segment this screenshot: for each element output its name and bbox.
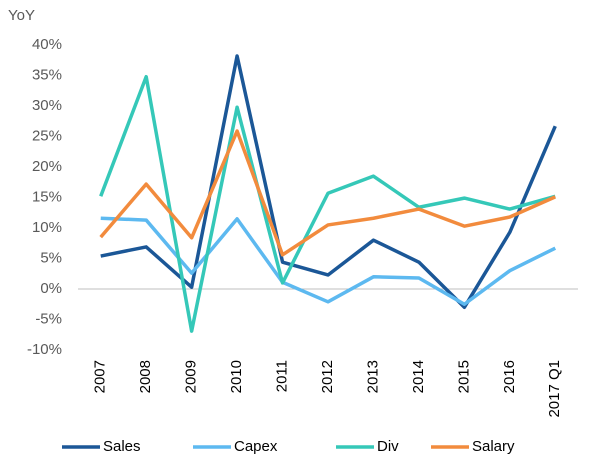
- y-tick-label: 40%: [32, 36, 62, 53]
- legend-label: Salary: [472, 438, 515, 455]
- series-line: [99, 74, 556, 333]
- y-tick-label: 15%: [32, 188, 62, 205]
- x-tick-label: 2013: [364, 360, 381, 393]
- y-tick-label: -5%: [35, 310, 62, 327]
- y-tick-label: 35%: [32, 66, 62, 83]
- y-tick-label: 20%: [32, 158, 62, 175]
- y-tick-label: -10%: [27, 341, 62, 358]
- y-tick-label: 10%: [32, 219, 62, 236]
- x-tick-label: 2007: [92, 360, 109, 393]
- y-axis-title: YoY: [8, 7, 35, 24]
- legend-label: Sales: [103, 438, 141, 455]
- x-tick-label: 2017 Q1: [546, 360, 563, 418]
- x-tick-label: 2008: [137, 360, 154, 393]
- x-tick-label: 2015: [455, 360, 472, 393]
- x-tick-label: 2012: [319, 360, 336, 393]
- x-tick-label: 2009: [183, 360, 200, 393]
- x-tick-label: 2016: [501, 360, 518, 393]
- legend-label: Capex: [234, 438, 278, 455]
- y-tick-label: 30%: [32, 97, 62, 114]
- y-tick-label: 5%: [40, 249, 62, 266]
- series-line: [100, 216, 557, 306]
- x-tick-label: 2011: [274, 360, 291, 392]
- y-tick-label: 0%: [40, 280, 62, 297]
- series-line: [99, 129, 556, 257]
- legend-label: Div: [377, 438, 399, 455]
- x-tick-label: 2010: [228, 360, 245, 393]
- x-tick-label: 2014: [410, 360, 427, 393]
- y-tick-label: 25%: [32, 127, 62, 144]
- series-line: [100, 54, 557, 310]
